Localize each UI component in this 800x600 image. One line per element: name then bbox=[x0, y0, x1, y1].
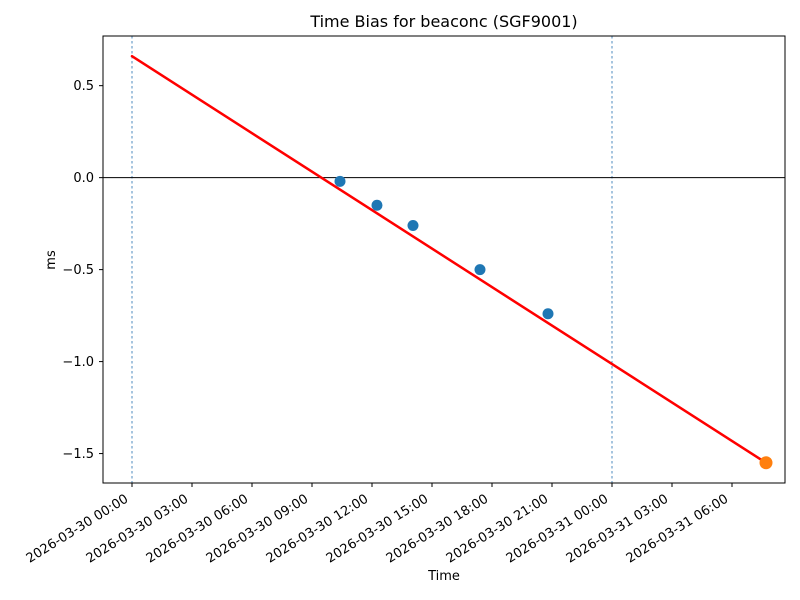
x-tick-label: 2026-03-30 15:00 bbox=[324, 492, 431, 567]
trend-line bbox=[130, 54, 768, 465]
x-axis-label: Time bbox=[428, 569, 460, 584]
plot-border bbox=[102, 35, 786, 484]
measured-bias-point bbox=[542, 308, 554, 320]
x-tick-label: 2026-03-30 18:00 bbox=[384, 492, 491, 567]
measured-bias-point bbox=[371, 199, 383, 211]
x-tick-label: 2026-03-30 06:00 bbox=[144, 492, 251, 567]
x-tick-label: 2026-03-30 03:00 bbox=[84, 492, 191, 567]
x-tick-label: 2026-03-30 00:00 bbox=[24, 492, 131, 567]
measured-bias-point bbox=[407, 219, 419, 231]
measured-bias-point bbox=[334, 175, 346, 187]
x-tick-label: 2026-03-30 12:00 bbox=[264, 492, 371, 567]
y-tick-label: 0.5 bbox=[73, 79, 94, 94]
x-tick-label: 2026-03-31 00:00 bbox=[504, 492, 611, 567]
y-axis-label: ms bbox=[44, 250, 59, 270]
y-tick-label: −1.5 bbox=[62, 447, 94, 462]
y-tick-label: −1.0 bbox=[62, 355, 94, 370]
x-tick-label: 2026-03-30 21:00 bbox=[444, 492, 551, 567]
x-tick-label: 2026-03-30 09:00 bbox=[204, 492, 311, 567]
x-tick-label: 2026-03-31 06:00 bbox=[624, 492, 731, 567]
extrapolated-bias-point bbox=[759, 456, 773, 470]
y-tick-label: 0.0 bbox=[73, 171, 94, 186]
x-tick-label: 2026-03-31 03:00 bbox=[564, 492, 671, 567]
y-tick-label: −0.5 bbox=[62, 263, 94, 278]
chart-title: Time Bias for beaconc (SGF9001) bbox=[310, 12, 578, 31]
measured-bias-point bbox=[474, 264, 486, 276]
